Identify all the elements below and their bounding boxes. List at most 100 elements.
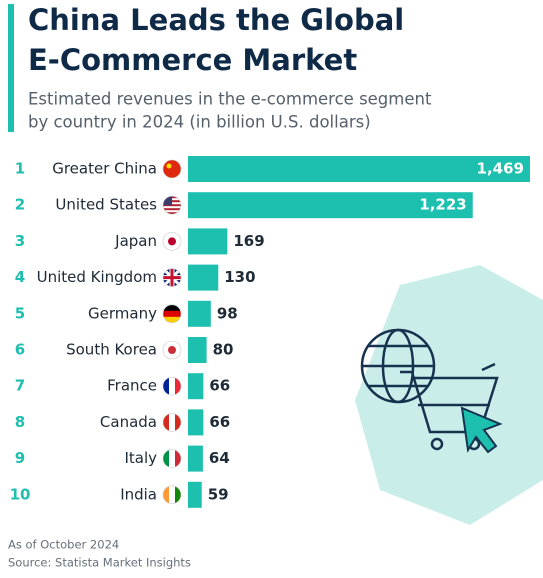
value-label: 1,469 (477, 160, 524, 178)
flag-stripe (163, 485, 170, 504)
bar (188, 373, 204, 400)
chart-title: China Leads the Global (28, 3, 404, 37)
flag-stripe (169, 485, 176, 504)
flag-stripe (169, 377, 176, 396)
flag-ring (162, 232, 182, 251)
flag-body (163, 377, 181, 396)
rank: 2 (15, 196, 25, 214)
flag-ring (162, 485, 182, 505)
bar (188, 228, 228, 255)
flag (162, 413, 182, 432)
rank: 3 (15, 232, 25, 250)
flag-stripe (169, 413, 176, 432)
bar (188, 300, 211, 327)
bar (188, 264, 219, 291)
flag (162, 304, 182, 324)
bar (188, 156, 530, 182)
flag-body (163, 341, 181, 359)
rank: 1 (15, 160, 25, 178)
flag-stripe (163, 214, 181, 216)
value-label: 169 (233, 232, 264, 250)
category-label: United States (55, 196, 157, 214)
flag-body (163, 449, 181, 468)
flag-stripe (163, 316, 181, 323)
flag-canton (163, 196, 172, 206)
bar (188, 445, 203, 472)
flag-body (163, 160, 181, 178)
flag-stripe (163, 304, 181, 312)
rank: 4 (15, 268, 25, 286)
rank: 9 (15, 449, 25, 467)
category-label: India (120, 485, 157, 503)
flag-ring (162, 159, 182, 179)
chart-title: E-Commerce Market (28, 43, 357, 77)
flag-ring (162, 376, 182, 396)
note: As of October 2024 (8, 538, 119, 552)
flag-stripe (163, 377, 170, 396)
category-label: Italy (124, 449, 157, 467)
flag-stripe (169, 449, 176, 468)
flag-stripe (175, 413, 181, 432)
accent-bar (8, 4, 14, 132)
flag-stripe (163, 310, 181, 318)
bar (188, 409, 204, 436)
flag-ring (162, 340, 182, 360)
flag-stripe (175, 377, 181, 396)
flag-disc (168, 346, 176, 354)
flag-body (163, 268, 181, 287)
category-label: France (107, 377, 157, 395)
bar (188, 481, 202, 508)
flag-cross (163, 268, 181, 287)
flag-stripe (163, 206, 181, 209)
category-label: South Korea (66, 341, 157, 359)
flag (162, 232, 182, 251)
flag-ring (162, 413, 182, 432)
flag-body (163, 232, 181, 251)
flag-stripe (175, 485, 181, 504)
flag (162, 268, 182, 287)
flag-ring (162, 268, 182, 287)
category-label: Germany (88, 304, 157, 322)
value-label: 64 (209, 449, 230, 467)
bar (188, 337, 207, 363)
flag (162, 159, 182, 179)
rank: 7 (15, 377, 25, 395)
flag (162, 449, 182, 468)
source: Source: Statista Market Insights (8, 556, 191, 570)
flag-disc (168, 237, 176, 246)
flag-star (166, 163, 172, 169)
subtitle: by country in 2024 (in billion U.S. doll… (28, 113, 371, 132)
rank: 8 (15, 413, 25, 431)
value-label: 98 (217, 304, 238, 322)
category-label: Japan (114, 232, 157, 250)
subtitle: Estimated revenues in the e-commerce seg… (28, 90, 432, 109)
flag (162, 376, 182, 396)
category-label: Canada (100, 413, 157, 431)
rank: 10 (10, 485, 31, 503)
flag-stripe (163, 210, 181, 213)
flag (162, 195, 182, 216)
flag (162, 340, 182, 360)
rank: 6 (15, 341, 25, 359)
flag-body (163, 196, 181, 216)
flag-stripe (163, 449, 170, 468)
value-label: 80 (213, 341, 234, 359)
value-label: 66 (209, 377, 230, 395)
flag-body (163, 304, 181, 323)
flag (162, 485, 182, 505)
value-label: 66 (209, 413, 230, 431)
flag-ring (162, 195, 182, 215)
flag-body (163, 413, 181, 432)
decoration (355, 265, 543, 525)
flag-ring (162, 449, 182, 468)
flag-stripe (175, 449, 181, 468)
category-label: Greater China (52, 160, 157, 178)
value-label: 1,223 (419, 196, 466, 214)
flag-ring (162, 304, 182, 324)
flag-body (163, 485, 181, 504)
value-label: 59 (208, 485, 229, 503)
rank: 5 (15, 304, 25, 322)
bar (188, 192, 473, 219)
value-label: 130 (224, 268, 255, 286)
